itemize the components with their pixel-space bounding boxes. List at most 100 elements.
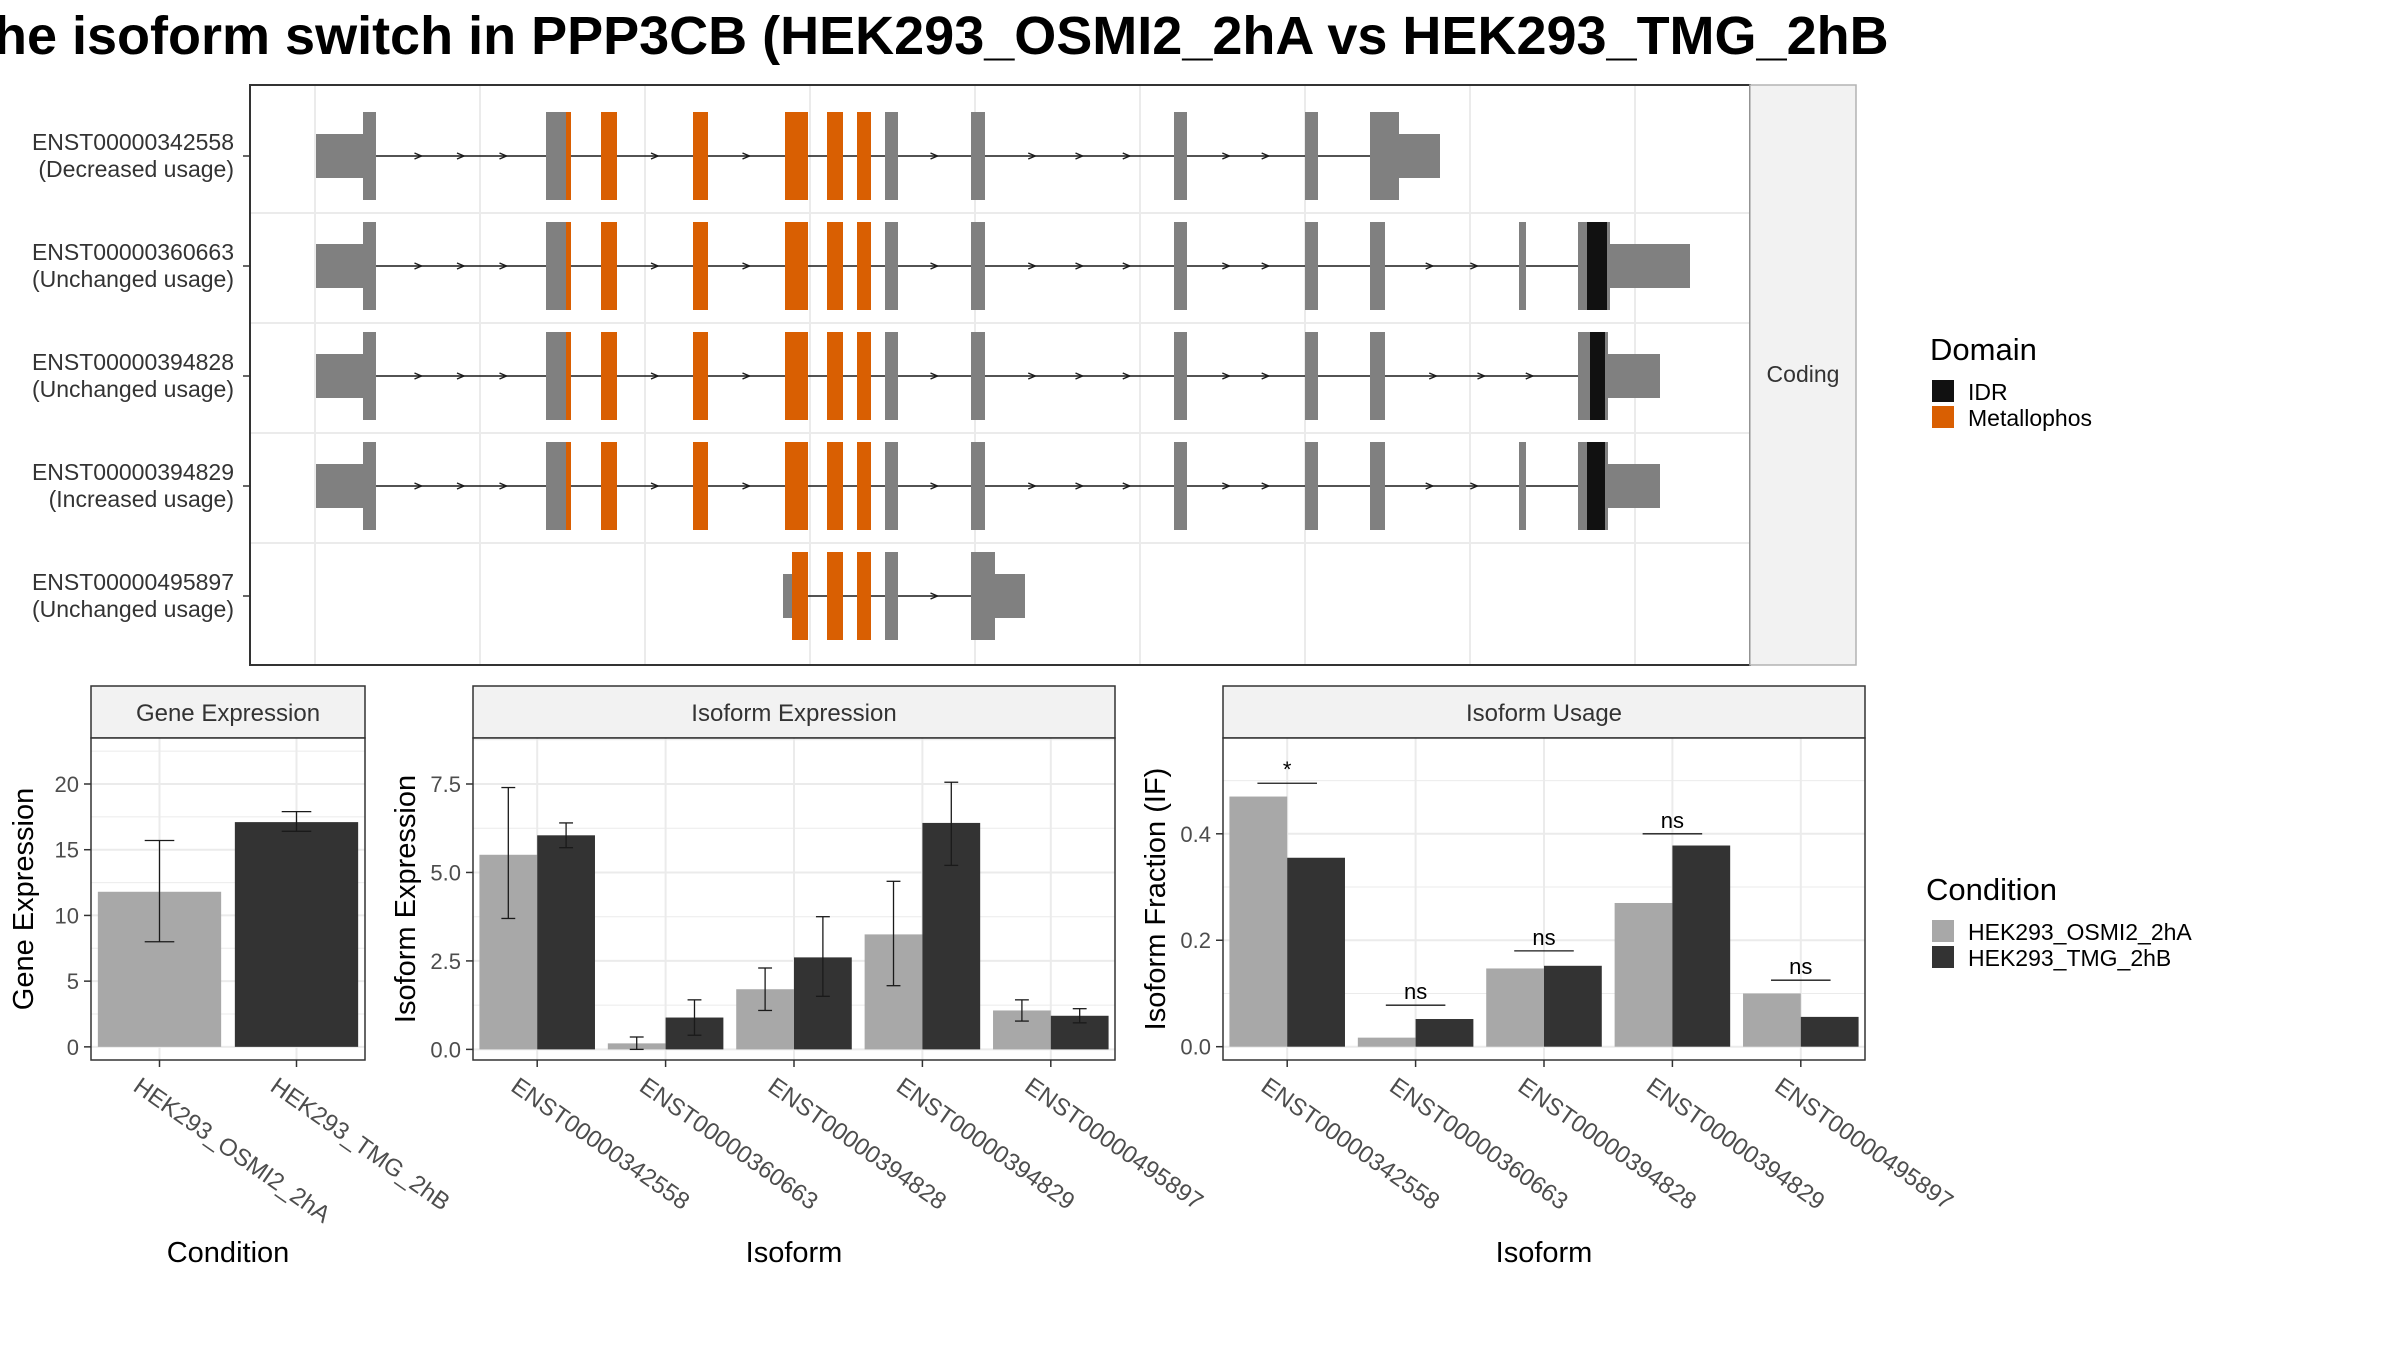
- strand-arrow: [742, 152, 752, 160]
- exon: [885, 222, 898, 310]
- exon: [1174, 442, 1187, 530]
- y-tick-label: 0: [67, 1035, 79, 1060]
- utr-exon: [995, 574, 1025, 618]
- strand-arrow: [1222, 152, 1232, 160]
- bar: [1229, 796, 1288, 1047]
- exon: [1578, 442, 1587, 530]
- exon: [1305, 442, 1318, 530]
- utr-exon: [1610, 244, 1690, 288]
- exon: [1370, 112, 1399, 200]
- strand-arrow: [499, 262, 509, 270]
- exon: [1305, 112, 1318, 200]
- strand-arrow: [1525, 372, 1535, 380]
- idr-domain: [1587, 222, 1607, 310]
- bar: [1357, 1037, 1416, 1047]
- transcript-row: [316, 332, 1660, 420]
- bar: [1743, 993, 1801, 1047]
- transcript-row: [316, 222, 1690, 310]
- exon: [885, 112, 898, 200]
- metallophos-domain: [827, 442, 843, 530]
- metallophos-domain: [601, 332, 617, 420]
- exon: [971, 442, 985, 530]
- strand-arrow: [930, 152, 940, 160]
- transcript-id-label: ENST00000394828: [32, 349, 234, 375]
- metallophos-domain: [566, 112, 571, 200]
- utr-exon: [1608, 464, 1660, 508]
- strand-arrow: [1027, 262, 1038, 270]
- strand-arrow: [1027, 482, 1038, 490]
- exon: [546, 332, 566, 420]
- domain-legend: Domain IDR Metallophos: [1930, 332, 2092, 431]
- transcript-usage-label: (Unchanged usage): [32, 596, 234, 622]
- bar: [1800, 1016, 1859, 1047]
- structure-panel: [249, 84, 1751, 666]
- metallophos-domain: [827, 552, 843, 640]
- panel-strip: [472, 685, 1116, 739]
- panel-strip-label: Isoform Expression: [691, 700, 896, 727]
- x-axis-title: Isoform: [1496, 1237, 1593, 1269]
- strand-arrow: [1261, 372, 1271, 380]
- strand-arrow: [930, 592, 940, 600]
- exon: [1174, 112, 1187, 200]
- utr-exon: [1608, 354, 1660, 398]
- strand-arrow: [414, 152, 424, 160]
- exon: [1578, 222, 1587, 310]
- panel-strip: [1222, 685, 1866, 739]
- strand-arrow: [499, 372, 509, 380]
- exon: [363, 222, 376, 310]
- exon: [971, 222, 985, 310]
- strand-arrow: [742, 482, 752, 490]
- panel-strip-label: Gene Expression: [136, 700, 320, 727]
- transcript-rows: [316, 112, 1690, 640]
- y-tick-label: 15: [55, 838, 79, 863]
- significance-label: ns: [1661, 808, 1684, 833]
- metallophos-domain: [785, 112, 808, 200]
- exon: [1370, 442, 1385, 530]
- exon: [1305, 222, 1318, 310]
- transcript-id-label: ENST00000342558: [32, 129, 234, 155]
- strand-arrow: [1075, 262, 1085, 270]
- strand-arrow: [930, 482, 940, 490]
- exon: [1305, 332, 1318, 420]
- exon: [546, 442, 566, 530]
- exon: [971, 552, 995, 640]
- y-tick-label: 0.2: [1180, 928, 1211, 953]
- metallophos-domain: [566, 332, 571, 420]
- legend-label-metallophos: Metallophos: [1968, 405, 2092, 431]
- exon: [1519, 442, 1526, 530]
- y-axis-title: Isoform Fraction (IF): [1140, 768, 1172, 1031]
- strand-arrow: [650, 262, 660, 270]
- y-tick-label: 20: [55, 772, 79, 797]
- transcript-usage-label: (Increased usage): [49, 486, 234, 512]
- strand-arrow: [650, 152, 660, 160]
- y-tick-label: 0.4: [1180, 822, 1211, 847]
- significance-label: ns: [1789, 954, 1812, 979]
- metallophos-domain: [785, 332, 808, 420]
- significance-label: *: [1283, 757, 1292, 782]
- strand-arrow: [1122, 372, 1132, 380]
- strand-arrow: [499, 152, 509, 160]
- transcript-id-label: ENST00000394829: [32, 459, 234, 485]
- strand-arrow: [414, 372, 424, 380]
- panel-strip: [90, 685, 366, 739]
- metallophos-domain: [827, 112, 843, 200]
- legend-label-osmi2: HEK293_OSMI2_2hA: [1968, 919, 2192, 945]
- metallophos-domain: [857, 222, 871, 310]
- metallophos-domain: [601, 112, 617, 200]
- bar: [1415, 1019, 1474, 1047]
- strand-arrow: [1261, 262, 1271, 270]
- strand-arrow: [930, 262, 940, 270]
- strand-arrow: [1075, 152, 1085, 160]
- isoform-expression-chart: Isoform Expression0.02.55.07.5ENST000003…: [390, 685, 1208, 1269]
- strand-arrow: [1428, 372, 1439, 380]
- y-tick-label: 5: [67, 969, 79, 994]
- transcript-id-label: ENST00000360663: [32, 239, 234, 265]
- bar: [234, 822, 359, 1047]
- panel-border: [90, 737, 366, 1061]
- strand-arrow: [1470, 262, 1480, 270]
- utr-exon: [783, 574, 792, 618]
- exon: [971, 332, 985, 420]
- utr-exon: [316, 134, 363, 178]
